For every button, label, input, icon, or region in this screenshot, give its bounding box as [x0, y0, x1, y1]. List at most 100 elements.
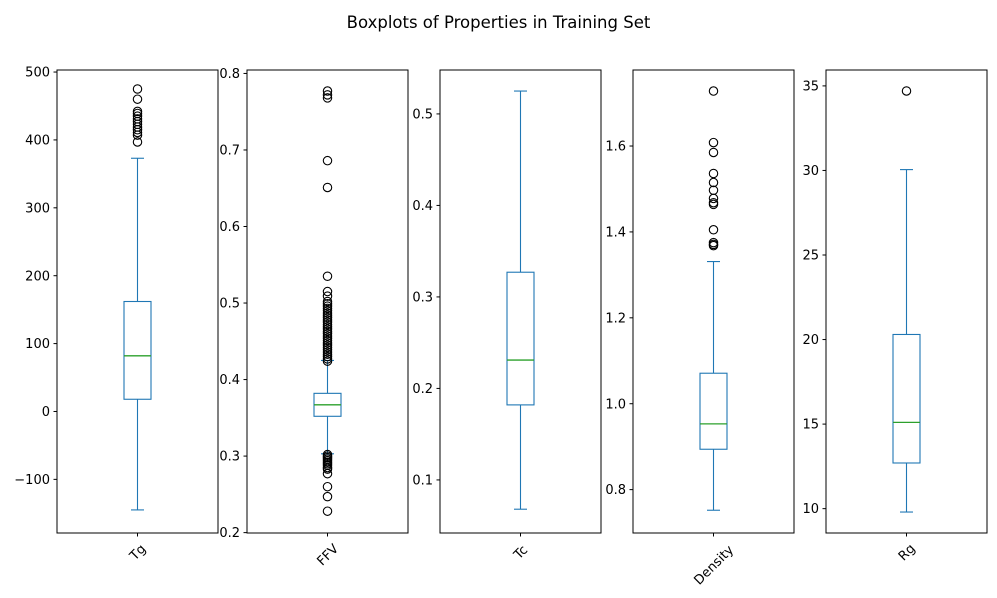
y-tick-label: 0.8: [605, 483, 626, 498]
outlier-point: [132, 111, 143, 121]
outlier-point: [132, 84, 143, 94]
outlier-point: [322, 315, 333, 325]
outlier-point: [322, 296, 333, 307]
x-axis-label: FFV: [315, 542, 343, 570]
outlier-point: [322, 349, 333, 360]
y-tick-label: 1.4: [605, 225, 626, 240]
outlier-point: [708, 197, 719, 208]
outlier-point: [322, 303, 333, 314]
y-tick-label: 15: [802, 418, 819, 433]
y-tick-label: 35: [802, 79, 819, 94]
outlier-point: [322, 93, 333, 103]
y-tick-label: 0.4: [219, 373, 240, 388]
y-tick-label: 0.7: [219, 144, 240, 159]
outlier-point: [322, 342, 333, 353]
outlier-point: [322, 328, 333, 339]
y-tick-label: 400: [25, 133, 50, 148]
y-tick-label: −100: [14, 473, 50, 488]
y-tick-label: 100: [25, 337, 50, 352]
outlier-point: [322, 351, 333, 362]
y-tick-label: 0: [42, 405, 50, 420]
y-tick-label: 0.3: [412, 290, 433, 305]
y-tick-label: 25: [802, 249, 819, 264]
outlier-point: [322, 286, 333, 297]
outlier-point: [132, 94, 143, 104]
x-axis-label: Density: [691, 543, 737, 589]
y-tick-label: 1.2: [605, 311, 626, 326]
y-tick-label: 10: [802, 502, 819, 517]
iqr-box: [123, 300, 152, 400]
subplot-rg: 10 15 20 25 30 35 Rg: [802, 69, 988, 564]
outlier-point: [322, 182, 333, 193]
y-tick-label: 0.4: [412, 199, 433, 214]
outlier-point: [322, 333, 333, 343]
x-axis-label: Tc: [511, 543, 531, 563]
y-tick-label: 500: [25, 66, 50, 81]
iqr-box: [892, 333, 921, 464]
outlier-point: [708, 185, 719, 196]
outlier-point: [322, 324, 333, 334]
y-tick-label: 0.5: [412, 107, 433, 122]
outlier-point: [132, 106, 143, 117]
outlier-point: [322, 491, 333, 502]
outlier-point: [322, 354, 333, 364]
outlier-point: [708, 86, 719, 96]
outlier-point: [322, 291, 333, 301]
outlier-point: [322, 338, 333, 348]
iqr-box: [699, 372, 728, 450]
y-tick-label: 0.5: [219, 297, 240, 312]
outlier-point: [322, 308, 333, 318]
outlier-point: [322, 340, 333, 350]
outlier-point: [322, 449, 333, 460]
y-tick-label: 0.3: [219, 450, 240, 465]
x-axis-label: Rg: [896, 541, 919, 564]
y-tick-label: 200: [25, 269, 50, 284]
outlier-point: [322, 326, 333, 337]
outlier-point: [322, 344, 333, 355]
y-tick-label: 0.2: [412, 382, 433, 397]
outlier-point: [322, 319, 333, 330]
subplot-ffv: 0.2 0.3 0.4 0.5 0.6 0.7 0.8 FFV: [219, 67, 409, 570]
outlier-point: [322, 331, 333, 341]
outlier-point: [322, 506, 333, 516]
y-tick-label: 0.1: [412, 473, 433, 488]
outlier-point: [708, 225, 719, 235]
outlier-point: [322, 271, 333, 281]
iqr-box: [506, 271, 535, 406]
outlier-point: [322, 335, 333, 346]
y-tick-label: 300: [25, 201, 50, 216]
outlier-point: [322, 301, 333, 311]
outlier-point: [708, 147, 719, 158]
y-tick-label: 1.6: [605, 140, 626, 155]
subplot-tg: −100 0 100 200 300 400 500 Tg: [14, 66, 219, 565]
outlier-point: [901, 86, 912, 96]
outlier-point: [322, 155, 333, 166]
outlier-point: [322, 356, 333, 366]
outlier-point: [322, 312, 333, 323]
outlier-point: [322, 310, 333, 321]
y-tick-label: 20: [802, 333, 819, 348]
outlier-point: [132, 114, 143, 124]
outlier-point: [132, 137, 143, 147]
y-tick-label: 30: [802, 164, 819, 179]
outlier-point: [708, 168, 719, 179]
y-tick-label: 0.8: [219, 67, 240, 82]
x-axis-label: Tg: [127, 542, 150, 565]
y-tick-label: 0.2: [219, 526, 240, 541]
outlier-point: [322, 86, 333, 96]
outlier-point: [708, 237, 719, 248]
outlier-point: [322, 481, 333, 492]
outlier-point: [322, 305, 333, 316]
outlier-point: [322, 317, 333, 327]
subplot-density: 0.8 1.0 1.2 1.4 1.6 Density: [605, 69, 795, 589]
subplot-tc: 0.1 0.2 0.3 0.4 0.5 Tc: [412, 69, 602, 563]
y-tick-label: 1.0: [605, 397, 626, 412]
outlier-point: [708, 137, 719, 148]
outlier-point: [322, 299, 333, 309]
y-tick-label: 0.6: [219, 220, 240, 235]
outlier-point: [322, 90, 333, 100]
outlier-point: [322, 322, 333, 332]
figure-title: Boxplots of Properties in Training Set: [346, 13, 651, 32]
